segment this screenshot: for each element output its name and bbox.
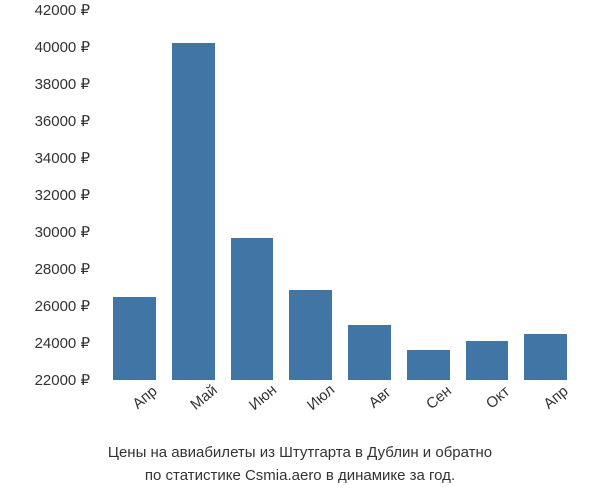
y-tick-label: 24000 ₽ [35,334,90,352]
y-tick-label: 36000 ₽ [35,112,90,130]
y-tick-label: 22000 ₽ [35,371,90,389]
bar [289,290,332,380]
x-tick-label: Июл [294,371,359,437]
chart-caption: Цены на авиабилеты из Штутгарта в Дублин… [0,442,600,487]
y-axis: 22000 ₽24000 ₽26000 ₽28000 ₽30000 ₽32000… [0,10,95,380]
x-tick-label: Сен [412,371,477,437]
bar [113,297,156,380]
caption-line-1: Цены на авиабилеты из Штутгарта в Дублин… [0,442,600,465]
bar [231,238,274,380]
bars-group [100,10,580,380]
x-tick-label: Май [177,371,242,437]
y-tick-label: 26000 ₽ [35,297,90,315]
y-tick-label: 28000 ₽ [35,260,90,278]
x-tick-label: Окт [471,371,536,437]
y-tick-label: 42000 ₽ [35,1,90,19]
y-tick-label: 38000 ₽ [35,75,90,93]
x-tick-label: Апр [529,371,594,437]
y-tick-label: 34000 ₽ [35,149,90,167]
price-chart: 22000 ₽ 24000 ₽ 26000 ₽ 28000 ₽ 30000 ₽ 32000… [0,10,600,500]
x-axis: АпрМайИюнИюлАвгСенОктАпр [100,385,580,435]
x-tick-label: Июн [236,371,301,437]
bar [172,43,215,380]
y-tick-label: 32000 ₽ [35,186,90,204]
y-tick-label: 30000 ₽ [35,223,90,241]
plot-area [100,10,580,380]
x-tick-label: Апр [118,371,183,437]
x-tick-label: Авг [353,371,418,437]
caption-line-2: по статистике Csmia.aero в динамике за г… [0,465,600,488]
y-tick-label: 40000 ₽ [35,38,90,56]
